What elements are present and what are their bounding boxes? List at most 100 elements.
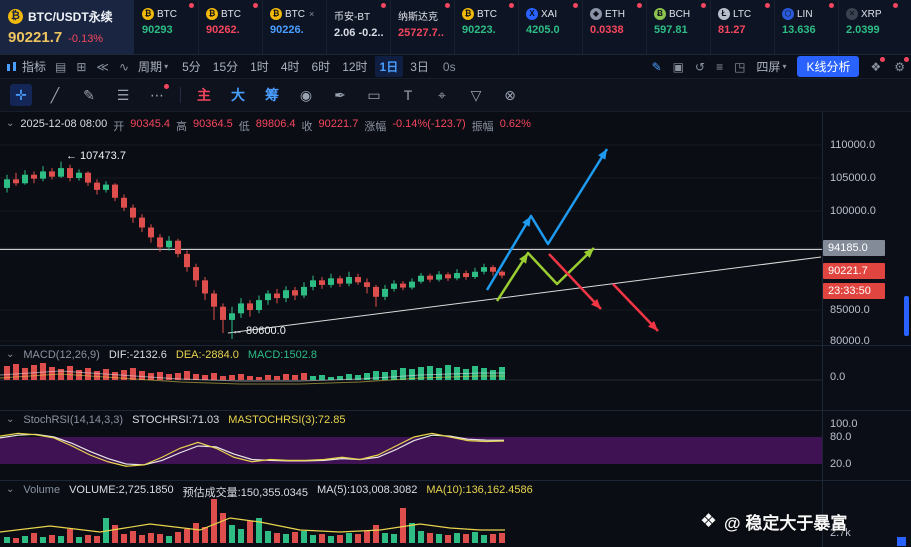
coin-icon: ⬡ xyxy=(782,8,794,20)
chart-style-icon[interactable]: ▣ xyxy=(672,59,684,74)
timeframe-5分[interactable]: 5分 xyxy=(182,60,201,74)
timeframe-1日[interactable]: 1日 xyxy=(374,56,404,77)
grid-layout-icon[interactable]: ⊞ xyxy=(76,59,87,74)
timeframe-4时[interactable]: 4时 xyxy=(280,60,300,74)
price-badge: 90221.7 xyxy=(823,263,885,279)
ticker-item[interactable]: Ƀ BCH 597.81 xyxy=(646,0,710,54)
chip-distribution-toggle[interactable]: 筹 xyxy=(265,87,279,103)
corner-resize-handle[interactable] xyxy=(897,537,906,546)
target-tool[interactable]: ⌖ xyxy=(438,86,446,103)
axis-label: 20.0 xyxy=(830,458,852,470)
axis-label: 110000.0 xyxy=(830,139,876,151)
main-symbol[interactable]: ₿ BTC/USDT永续 90221.7 -0.13% xyxy=(0,0,134,54)
ticker-price: 597.81 xyxy=(654,24,688,36)
ticker-name: BTC xyxy=(285,8,305,20)
scrollbar-thumb[interactable] xyxy=(904,296,909,336)
ticker-name: XRP xyxy=(861,8,882,20)
readout-value: 低 xyxy=(238,121,250,133)
ticker-item[interactable]: ✕ XRP 2.0399 xyxy=(838,0,902,54)
readout-value: 0.62% xyxy=(499,118,531,130)
macd-canvas[interactable] xyxy=(0,345,822,410)
chart-toolbar: 指标 ▤ ⊞ ≪ ∿ 周期 ▾ 5分 15分 1时 4时 6时 12时 1日 3日 0s ✎ ▣ ↺ ≡ ◳… xyxy=(0,55,911,79)
volume-panel[interactable]: ⌄ Volume VOLUME:2,725.1850 预估成交量:150,355.03… xyxy=(0,480,822,547)
btc-icon: ₿ xyxy=(8,9,23,24)
large-view-toggle[interactable]: 大 xyxy=(231,87,245,103)
draw-icon[interactable]: ✎ xyxy=(651,59,662,74)
readout-value: 2025-12-08 08:00 xyxy=(20,118,108,130)
ticker-price: 81.27 xyxy=(718,24,746,36)
collapse-chevron-icon[interactable]: ⌄ xyxy=(6,118,15,129)
widgets-icon[interactable]: ❖ xyxy=(870,56,885,74)
trendline-tool[interactable]: ╱ xyxy=(50,86,60,103)
timeframe-12时[interactable]: 12时 xyxy=(342,60,368,74)
chevron-down-icon: ▾ xyxy=(164,62,169,71)
timeframe-6时[interactable]: 6时 xyxy=(311,60,331,74)
replay-icon[interactable]: ↺ xyxy=(695,59,706,74)
pen-tool[interactable]: ✒ xyxy=(334,86,346,103)
main-chart-panel[interactable]: ⌄ 2025-12-08 08:00 开 90345.4 高 90364.5 低 89806.… xyxy=(0,112,822,345)
price-axis[interactable]: 110000.0 105000.0 100000.0 85000.0 80000.0 0.… xyxy=(822,112,911,547)
panel-divider[interactable] xyxy=(0,480,911,481)
collapse-chevron-icon[interactable]: ⌄ xyxy=(6,414,15,425)
gauge-tool[interactable]: ◉ xyxy=(299,86,313,103)
ticker-item[interactable]: ₿ BTC × 90226. xyxy=(262,0,326,54)
kline-analysis-button[interactable]: K线分析 xyxy=(797,56,860,77)
ticker-price: 25727.7.. xyxy=(398,27,444,39)
panel-divider[interactable] xyxy=(0,345,911,346)
panel-divider[interactable] xyxy=(0,410,911,411)
collapse-left-icon[interactable]: ≪ xyxy=(96,59,109,74)
ticker-item[interactable]: 纳斯达克 25727.7.. xyxy=(390,0,454,54)
drawings-list-tool[interactable]: ☰ xyxy=(116,86,130,103)
line-mode-icon[interactable]: ∿ xyxy=(118,59,130,74)
ticker-item[interactable]: ₿ BTC 90293 xyxy=(134,0,198,54)
timeframe-15分[interactable]: 15分 xyxy=(212,60,239,74)
coin-icon: ✕ xyxy=(846,8,858,20)
indicator-button[interactable]: 指标 xyxy=(6,58,46,75)
text-tool[interactable]: T xyxy=(403,87,413,103)
svg-text:← 80600.0: ← 80600.0 xyxy=(232,325,286,337)
close-icon[interactable]: × xyxy=(309,9,315,19)
volume-canvas[interactable] xyxy=(0,480,822,547)
ticker-item[interactable]: Ł LTC 81.27 xyxy=(710,0,774,54)
collapse-chevron-icon[interactable]: ⌄ xyxy=(6,484,15,495)
save-icon[interactable]: ▤ xyxy=(55,59,67,74)
ticker-item[interactable]: X XAI 4205.0 xyxy=(518,0,582,54)
alert-dot-icon xyxy=(637,3,642,8)
readout-value: MA(5):103,008.3082 xyxy=(317,484,418,496)
rect-tool[interactable]: ▭ xyxy=(367,86,381,103)
period-dropdown[interactable]: 周期 ▾ xyxy=(138,58,168,75)
main-chart-canvas[interactable]: ← 107473.7 ← 80600.0 xyxy=(0,112,822,345)
coin-icon: ₿ xyxy=(206,8,218,20)
toolbar-right-icons: ✎ ▣ ↺ ≡ ◳ xyxy=(652,60,746,74)
readout-value: STOCHRSI:71.03 xyxy=(132,414,220,426)
ticker-item[interactable]: ◆ ETH 0.0338 xyxy=(582,0,646,54)
stochrsi-canvas[interactable] xyxy=(0,410,822,480)
timeframe-1时[interactable]: 1时 xyxy=(250,60,269,74)
fullscreen-icon[interactable]: ◳ xyxy=(734,59,746,74)
four-screen-button[interactable]: 四屏 ▾ xyxy=(756,60,787,74)
macd-panel[interactable]: ⌄ MACD(12,26,9) DIF:-2132.6 DEA:-2884.0 MACD… xyxy=(0,345,822,410)
settings-icon[interactable]: ⚙ xyxy=(894,56,909,74)
timeframe-list: 5分 15分 1时 4时 6时 12时 1日 3日 xyxy=(177,56,434,77)
main-indicator-toggle[interactable]: 主 xyxy=(197,87,211,103)
ticker-item[interactable]: 币安-BT 2.06 -0.2.. xyxy=(326,0,390,54)
price-badge: 23:33:50 xyxy=(823,283,885,299)
crosshair-tool[interactable]: ✛ xyxy=(10,84,32,106)
ticker-item[interactable]: ₿ BTC 90223. xyxy=(454,0,518,54)
more-tools[interactable]: ⋯ xyxy=(146,84,169,106)
ticker-item[interactable]: ₿ BTC 90262. xyxy=(198,0,262,54)
ticker-price: 90226. xyxy=(270,24,304,36)
stochrsi-panel[interactable]: ⌄ StochRSI(14,14,3,3) STOCHRSI:71.03 MASTOC… xyxy=(0,410,822,480)
alert-dot-icon xyxy=(509,3,514,8)
collapse-chevron-icon[interactable]: ⌄ xyxy=(6,349,15,360)
filter-tool[interactable]: ▽ xyxy=(470,86,482,103)
indicator-settings-icon[interactable]: ≡ xyxy=(716,59,724,74)
toolbar-right: ✎ ▣ ↺ ≡ ◳ 四屏 ▾ K线分析 ❖ ⚙ xyxy=(652,56,909,77)
timeframe-3日[interactable]: 3日 xyxy=(410,60,429,74)
brush-tool[interactable]: ✎ xyxy=(83,86,95,103)
readout-value: 90221.7 xyxy=(318,118,359,130)
delete-tool[interactable]: ⊗ xyxy=(504,86,516,103)
ticker-item[interactable]: ⬡ LIN 13.636 xyxy=(774,0,838,54)
readout-value: 振幅 xyxy=(471,121,494,133)
